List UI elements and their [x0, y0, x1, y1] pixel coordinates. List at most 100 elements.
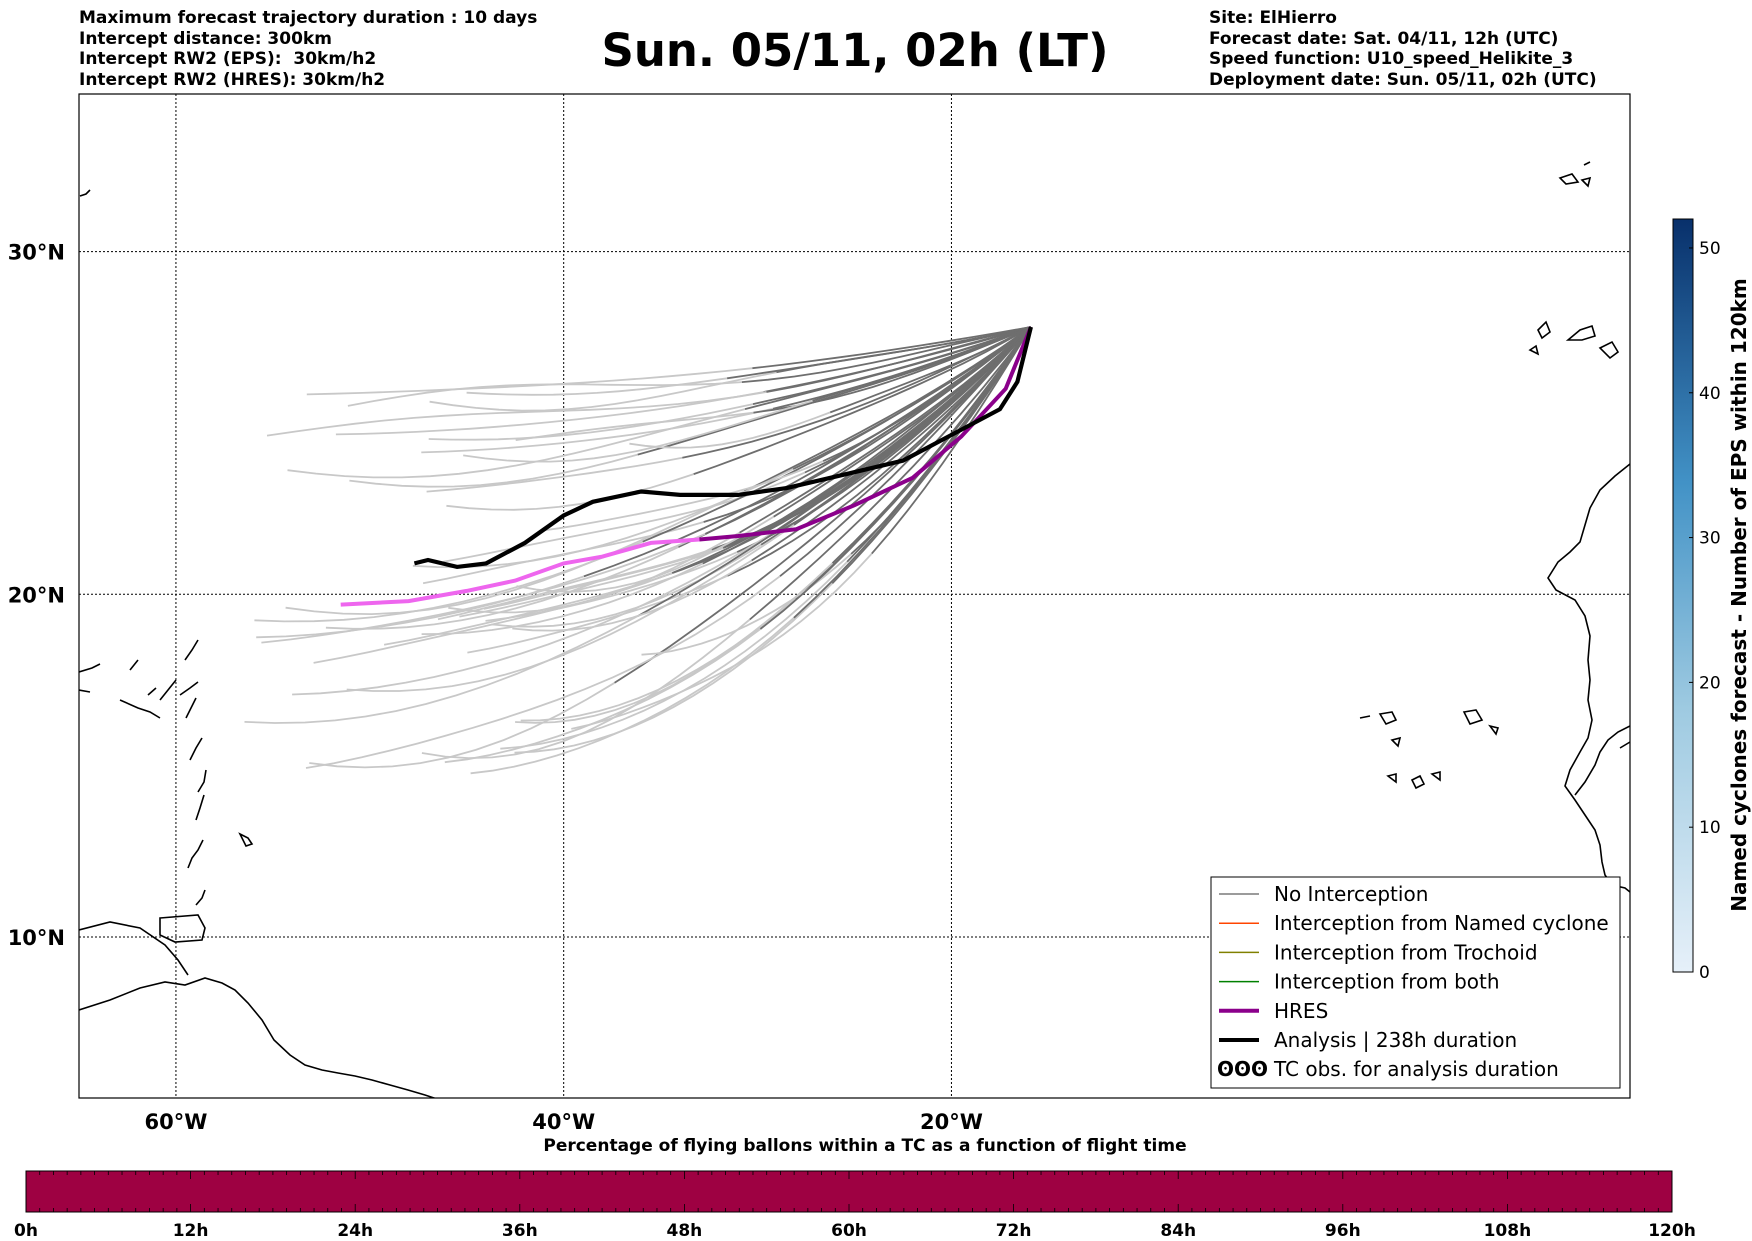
- eps-track-far: [515, 411, 754, 441]
- eps-track-far: [305, 575, 781, 769]
- map-border: [78, 93, 1631, 1099]
- colorbar-tick-label: 0: [1699, 963, 1710, 983]
- forecast-parameters: Maximum forecast trajectory duration : 1…: [79, 8, 537, 90]
- lesser-antilles: [129, 639, 207, 906]
- eps-track-far: [467, 574, 728, 654]
- legend: No Interception Interception from Named c…: [1210, 876, 1621, 1089]
- hres-track-far: [340, 537, 700, 607]
- axis-tick-labels: 60°W 40°W 20°W 30°N 20°N 10°N: [8, 241, 983, 1134]
- legend-label: No Interception: [1274, 882, 1428, 906]
- eps-track-near: [739, 326, 1032, 534]
- eps-track-near: [682, 326, 1032, 459]
- madeira: [1558, 161, 1592, 188]
- colorbar-label: Named cyclones forecast - Number of EPS …: [1727, 278, 1751, 912]
- eps-track-far: [444, 628, 761, 764]
- small-island-a: [79, 189, 91, 197]
- colorbar-tick-label: 30: [1699, 529, 1721, 549]
- eps-track-far: [349, 453, 638, 488]
- legend-label: Interception from both: [1274, 970, 1500, 994]
- eps-track-near: [871, 326, 1032, 555]
- tc-obs-symbol: ʘʘʘ: [1217, 1057, 1268, 1081]
- flight-time-tick-label: 96h: [1325, 1221, 1361, 1241]
- eps-track-far: [629, 411, 831, 449]
- trajectory-layer: [244, 326, 1033, 775]
- eps-track-far: [244, 615, 639, 724]
- deployment-date-text: Deployment date: Sun. 05/11, 02h (UTC): [1209, 69, 1597, 90]
- eps-track-far: [428, 403, 754, 441]
- eps-track-far: [466, 377, 728, 396]
- eps-track-near: [752, 326, 1032, 370]
- small-island-b: [238, 832, 254, 847]
- eps-track-near: [642, 326, 1032, 543]
- legend-label: Interception from Named cyclone: [1274, 911, 1609, 935]
- eps-track-far: [512, 559, 753, 632]
- eps-track-far: [448, 531, 741, 614]
- colorbar-gradient: [1672, 218, 1694, 973]
- lon-tick-label: 20°W: [920, 1110, 983, 1134]
- colorbar: 0 10 20 30 40 50 Named cyclones forecast - Num…: [1672, 218, 1751, 983]
- intercept-eps-text: Intercept RW2 (EPS): 30km/h2: [79, 49, 377, 69]
- lat-tick-label: 20°N: [8, 583, 65, 607]
- page-title: Sun. 05/11, 02h (LT): [601, 24, 1109, 77]
- eps-track-far: [383, 577, 659, 646]
- eps-track-near: [614, 326, 1032, 684]
- hres-track: [699, 326, 1033, 542]
- cape-verde: [1359, 709, 1500, 790]
- eps-track-far: [421, 562, 704, 635]
- max-duration-text: Maximum forecast trajectory duration : 1…: [79, 8, 538, 28]
- colorbar-tick-label: 50: [1699, 239, 1721, 259]
- legend-box: [1210, 876, 1621, 1089]
- colorbar-tick-label: 20: [1699, 673, 1721, 693]
- south-america-coast: [79, 977, 437, 1098]
- puerto-rico: [79, 663, 161, 719]
- eps-track-near: [744, 326, 1032, 410]
- eps-track-far: [459, 547, 724, 618]
- flight-time-bar-title: Percentage of flying ballons within a TC…: [543, 1136, 1187, 1156]
- flight-time-tick-label: 0h: [14, 1221, 38, 1241]
- lat-tick-label: 30°N: [8, 241, 65, 265]
- flight-time-tick-label: 48h: [667, 1221, 703, 1241]
- flight-time-tick-label: 36h: [502, 1221, 538, 1241]
- eps-track-far: [287, 408, 746, 479]
- canary-islands: [1528, 320, 1620, 360]
- eps-track-far: [266, 391, 767, 437]
- eps-track-far: [429, 371, 777, 412]
- eps-track-far: [539, 460, 824, 532]
- coastlines: [79, 161, 1630, 1098]
- eps-track-far: [421, 618, 751, 760]
- site-info: Site: ElHierro Forecast date: Sat. 04/11…: [1209, 8, 1597, 90]
- eps-track-near: [779, 326, 1032, 577]
- flight-time-tick-label: 108h: [1484, 1221, 1532, 1241]
- venezuela-coast: [79, 921, 189, 976]
- eps-track-far: [446, 473, 694, 511]
- eps-track-near: [693, 326, 1032, 475]
- eps-track-near: [726, 326, 1032, 380]
- eps-track-far: [306, 367, 753, 396]
- flight-time-tick-label: 120h: [1648, 1221, 1696, 1241]
- forecast-date-text: Forecast date: Sat. 04/11, 12h (UTC): [1209, 28, 1559, 49]
- eps-track-far: [485, 551, 738, 622]
- colorbar-tick-label: 10: [1699, 818, 1721, 838]
- eps-track-far: [515, 562, 834, 724]
- intercept-distance-text: Intercept distance: 300km: [79, 28, 332, 49]
- site-text: Site: ElHierro: [1209, 8, 1337, 28]
- speed-function-text: Speed function: U10_speed_Helikite_3: [1209, 49, 1574, 69]
- eps-track-far: [285, 490, 745, 616]
- eps-track-far: [500, 561, 848, 750]
- eps-track-far: [426, 456, 683, 493]
- eps-track-near: [773, 326, 1032, 518]
- eps-track-far: [437, 548, 712, 621]
- flight-time-tick-label: 60h: [831, 1221, 867, 1241]
- eps-track-near: [722, 326, 1032, 549]
- colorbar-tick-label: 40: [1699, 384, 1721, 404]
- flight-time-tick-label: 84h: [1160, 1221, 1196, 1241]
- eps-track-near: [583, 326, 1032, 578]
- lon-tick-label: 60°W: [144, 1110, 207, 1134]
- eps-track-far: [514, 582, 833, 754]
- lat-tick-label: 10°N: [8, 926, 65, 950]
- trinidad: [159, 914, 206, 943]
- eps-track-far: [254, 540, 644, 623]
- eps-track-far: [421, 407, 774, 454]
- eps-track-near: [766, 326, 1032, 393]
